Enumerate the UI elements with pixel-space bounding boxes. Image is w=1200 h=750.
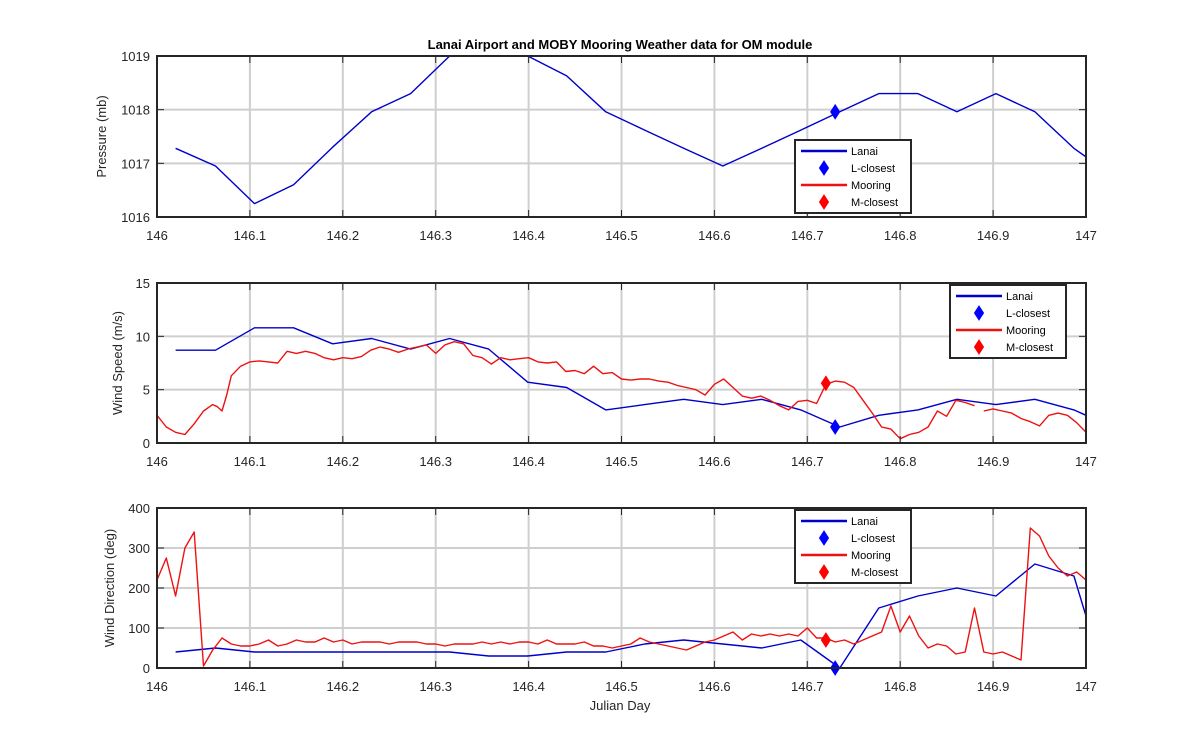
x-tick-label: 146.7 [791, 228, 824, 243]
x-tick-label: 146.8 [884, 228, 917, 243]
x-tick-label: 146.8 [884, 454, 917, 469]
x-tick-label: 146.6 [698, 679, 731, 694]
x-tick-label: 146.3 [419, 679, 452, 694]
y-tick-label: 1018 [121, 103, 150, 118]
mooring-legend-label: Mooring [1006, 325, 1046, 337]
m-closest-legend-label: M-closest [851, 197, 898, 209]
m-closest-legend-marker [973, 339, 985, 355]
y-tick-label: 0 [143, 661, 150, 676]
y-axis-label: Wind Speed (m/s) [110, 311, 125, 415]
x-tick-label: 146.2 [327, 454, 360, 469]
m-closest-legend-label: M-closest [851, 567, 898, 579]
lanai-legend-label: Lanai [1006, 291, 1033, 303]
mooring-legend-label: Mooring [851, 180, 891, 192]
x-tick-label: 146.9 [977, 228, 1010, 243]
x-tick-label: 146.8 [884, 679, 917, 694]
lanai-series-line [175, 55, 1086, 205]
y-tick-label: 1019 [121, 49, 150, 64]
y-axis-label: Wind Direction (deg) [102, 529, 117, 648]
x-axis-label: Julian Day [590, 698, 651, 713]
y-tick-label: 0 [143, 436, 150, 451]
x-tick-label: 146.5 [605, 228, 638, 243]
lanai-legend-label: Lanai [851, 516, 878, 528]
lanai-series-line [175, 327, 1086, 428]
x-tick-label: 146.6 [698, 454, 731, 469]
m-closest-legend-marker [818, 564, 830, 580]
l-closest-legend-marker [818, 530, 830, 546]
l-closest-legend-label: L-closest [1006, 308, 1050, 320]
x-tick-label: 146.6 [698, 228, 731, 243]
x-tick-label: 146.1 [234, 679, 267, 694]
y-tick-label: 1016 [121, 210, 150, 225]
y-tick-label: 1017 [121, 156, 150, 171]
y-tick-label: 15 [136, 276, 150, 291]
lanai-legend-label: Lanai [851, 146, 878, 158]
x-tick-label: 146.4 [512, 679, 545, 694]
x-tick-label: 146.5 [605, 454, 638, 469]
legend: Lanai L-closest Mooring M-closest [794, 509, 912, 584]
x-tick-label: 146 [146, 454, 168, 469]
m-closest-marker [820, 632, 831, 648]
mooring-series-line [983, 408, 1086, 433]
l-closest-legend-marker [818, 160, 830, 176]
x-tick-label: 146 [146, 679, 168, 694]
x-tick-label: 146.5 [605, 679, 638, 694]
subplots: 146 146.1 146.2 146.3 146.4 146.5 146.6 146.7 14… [94, 49, 1097, 694]
x-tick-label: 146.1 [234, 454, 267, 469]
l-closest-legend-label: L-closest [851, 533, 895, 545]
mooring-legend-label: Mooring [851, 550, 891, 562]
x-tick-label: 146.7 [791, 679, 824, 694]
legend: Lanai L-closest Mooring M-closest [949, 284, 1067, 359]
y-axis-label: Pressure (mb) [94, 95, 109, 177]
l-closest-marker [830, 103, 841, 120]
y-tick-label: 100 [128, 621, 150, 636]
y-tick-label: 10 [136, 329, 150, 344]
m-closest-legend-marker [818, 194, 830, 210]
x-tick-label: 146.2 [327, 228, 360, 243]
x-tick-label: 147 [1075, 454, 1097, 469]
mooring-series-line [157, 341, 975, 440]
x-tick-label: 147 [1075, 679, 1097, 694]
x-tick-label: 146.2 [327, 679, 360, 694]
subplot-3: 146 146.1 146.2 146.3 146.4 146.5 146.6 146.7 14… [102, 501, 1097, 694]
mooring-series-line [157, 527, 1086, 667]
y-tick-label: 5 [143, 383, 150, 398]
figure-title: Lanai Airport and MOBY Mooring Weather d… [428, 37, 813, 52]
subplot-1: 146 146.1 146.2 146.3 146.4 146.5 146.6 146.7 14… [94, 49, 1097, 243]
x-tick-label: 147 [1075, 228, 1097, 243]
l-closest-legend-label: L-closest [851, 163, 895, 175]
subplot-2: 146 146.1 146.2 146.3 146.4 146.5 146.6 146.7 14… [110, 276, 1097, 469]
x-tick-label: 146.4 [512, 228, 545, 243]
x-tick-label: 146.9 [977, 454, 1010, 469]
x-tick-label: 146.4 [512, 454, 545, 469]
l-closest-marker [830, 419, 841, 435]
x-tick-label: 146.9 [977, 679, 1010, 694]
y-tick-label: 300 [128, 541, 150, 556]
legend: Lanai L-closest Mooring M-closest [794, 139, 912, 214]
x-tick-label: 146 [146, 228, 168, 243]
l-closest-legend-marker [973, 305, 985, 321]
m-closest-legend-label: M-closest [1006, 342, 1053, 354]
y-tick-label: 200 [128, 581, 150, 596]
x-tick-label: 146.7 [791, 454, 824, 469]
y-tick-label: 400 [128, 501, 150, 516]
x-tick-label: 146.3 [419, 228, 452, 243]
x-tick-label: 146.3 [419, 454, 452, 469]
m-closest-marker [820, 375, 831, 392]
lanai-series-line [175, 563, 1086, 669]
x-tick-label: 146.1 [234, 228, 267, 243]
